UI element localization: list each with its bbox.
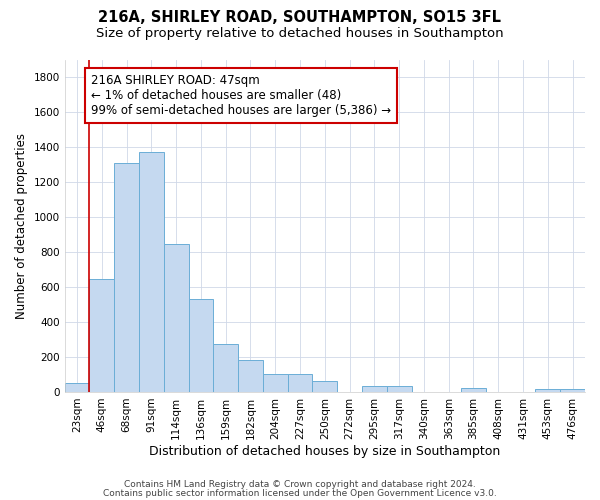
Text: Size of property relative to detached houses in Southampton: Size of property relative to detached ho…	[96, 28, 504, 40]
Bar	[188, 300, 214, 392]
Bar	[214, 344, 238, 392]
Bar	[238, 360, 263, 392]
X-axis label: Distribution of detached houses by size in Southampton: Distribution of detached houses by size …	[149, 444, 500, 458]
Text: Contains public sector information licensed under the Open Government Licence v3: Contains public sector information licen…	[103, 489, 497, 498]
Bar	[313, 381, 337, 392]
Text: Contains HM Land Registry data © Crown copyright and database right 2024.: Contains HM Land Registry data © Crown c…	[124, 480, 476, 489]
Text: 216A SHIRLEY ROAD: 47sqm
← 1% of detached houses are smaller (48)
99% of semi-de: 216A SHIRLEY ROAD: 47sqm ← 1% of detache…	[91, 74, 391, 117]
Bar	[139, 152, 164, 392]
Bar	[387, 386, 412, 392]
Bar	[164, 244, 188, 392]
Bar	[535, 390, 560, 392]
Y-axis label: Number of detached properties: Number of detached properties	[15, 133, 28, 319]
Bar	[114, 163, 139, 392]
Bar	[362, 386, 387, 392]
Bar	[461, 388, 486, 392]
Bar	[287, 374, 313, 392]
Text: 216A, SHIRLEY ROAD, SOUTHAMPTON, SO15 3FL: 216A, SHIRLEY ROAD, SOUTHAMPTON, SO15 3F…	[98, 10, 502, 25]
Bar	[263, 374, 287, 392]
Bar	[560, 390, 585, 392]
Bar	[89, 280, 114, 392]
Bar	[65, 383, 89, 392]
